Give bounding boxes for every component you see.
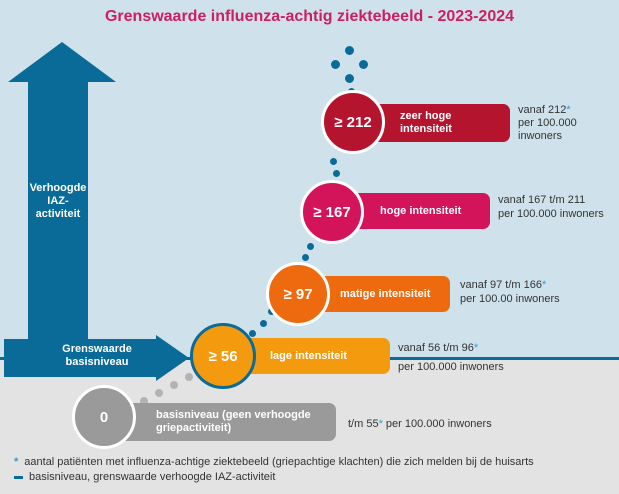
footnote-line-text: basisniveau, grenswaarde verhoogde IAZ-a… bbox=[29, 471, 276, 483]
level-hoge-label: hoge intensiteit bbox=[380, 204, 462, 217]
footnote-star: * aantal patiënten met influenza-achtige … bbox=[14, 456, 614, 468]
connector-dot bbox=[170, 381, 178, 389]
diagram-title: Grenswaarde influenza-achtig ziektebeeld… bbox=[104, 8, 515, 25]
connector-dot bbox=[260, 320, 267, 327]
footnote-line-marker bbox=[14, 475, 23, 479]
level-lage-label: lage intensiteit bbox=[270, 349, 348, 362]
connector-dot bbox=[155, 389, 163, 397]
level-basis-pill: basisniveau (geen verhoogde griepactivit… bbox=[120, 403, 336, 441]
connector-dot bbox=[140, 397, 148, 405]
connector-dot bbox=[345, 74, 354, 83]
level-basis-range: t/m 55* per 100.000 inwoners bbox=[348, 418, 492, 430]
level-hoge-value: ≥ 167 bbox=[313, 203, 351, 221]
level-lage-pill: lage intensiteit bbox=[240, 338, 390, 374]
level-hoge-range: vanaf 167 t/m 211 bbox=[498, 194, 586, 206]
up-arrow-icon bbox=[8, 42, 116, 360]
level-zeer-hoge-circle: ≥ 212 bbox=[321, 90, 385, 154]
level-lage-range: vanaf 56 t/m 96* bbox=[398, 342, 479, 354]
level-matige-pill: matige intensiteit bbox=[314, 276, 450, 312]
level-zeer-hoge-label: zeer hoge intensiteit bbox=[400, 110, 452, 135]
level-hoge-circle: ≥ 167 bbox=[300, 180, 364, 244]
level-matige-label: matige intensiteit bbox=[340, 287, 431, 300]
connector-dot bbox=[330, 158, 337, 165]
level-lage-value: ≥ 56 bbox=[208, 347, 238, 365]
connector-dot bbox=[302, 254, 309, 261]
right-arrow-icon bbox=[4, 335, 189, 381]
side-arrow-label: Verhoogde IAZ-activiteit bbox=[29, 182, 87, 220]
connector-dot bbox=[359, 60, 368, 69]
connector-dot bbox=[333, 170, 340, 177]
level-zeer-hoge-range: vanaf 212* bbox=[518, 104, 571, 116]
level-matige-circle: ≥ 97 bbox=[266, 262, 330, 326]
connector-dot bbox=[331, 60, 340, 69]
connector-dot bbox=[249, 330, 256, 337]
level-matige-unit: per 100.00 inwoners bbox=[460, 293, 560, 305]
level-basis-label: basisniveau (geen verhoogde griepactivit… bbox=[156, 409, 311, 434]
connector-dot bbox=[185, 373, 193, 381]
footnote-line: basisniveau, grenswaarde verhoogde IAZ-a… bbox=[14, 471, 614, 483]
level-basis-value: 0 bbox=[99, 408, 109, 426]
connector-dot bbox=[345, 46, 354, 55]
level-lage-unit: per 100.000 inwoners bbox=[398, 361, 504, 373]
level-lage-circle: ≥ 56 bbox=[190, 323, 256, 389]
level-basis-circle: 0 bbox=[72, 385, 136, 449]
footnote-star-text: aantal patiënten met influenza-achtige z… bbox=[24, 456, 534, 468]
baseline-arrow-label: Grenswaarde basisniveau bbox=[62, 343, 132, 368]
level-hoge-pill: hoge intensiteit bbox=[350, 193, 490, 229]
connector-dot bbox=[307, 243, 314, 250]
level-zeer-hoge-value: ≥ 212 bbox=[334, 113, 372, 131]
level-zeer-hoge-unit: per 100.000 inwoners bbox=[518, 117, 577, 142]
footnote-star-symbol: * bbox=[14, 456, 19, 468]
level-zeer-hoge-pill: zeer hoge intensiteit bbox=[370, 104, 510, 142]
level-hoge-unit: per 100.000 inwoners bbox=[498, 208, 604, 220]
level-matige-value: ≥ 97 bbox=[283, 285, 313, 303]
level-matige-range: vanaf 97 t/m 166* bbox=[460, 279, 547, 291]
